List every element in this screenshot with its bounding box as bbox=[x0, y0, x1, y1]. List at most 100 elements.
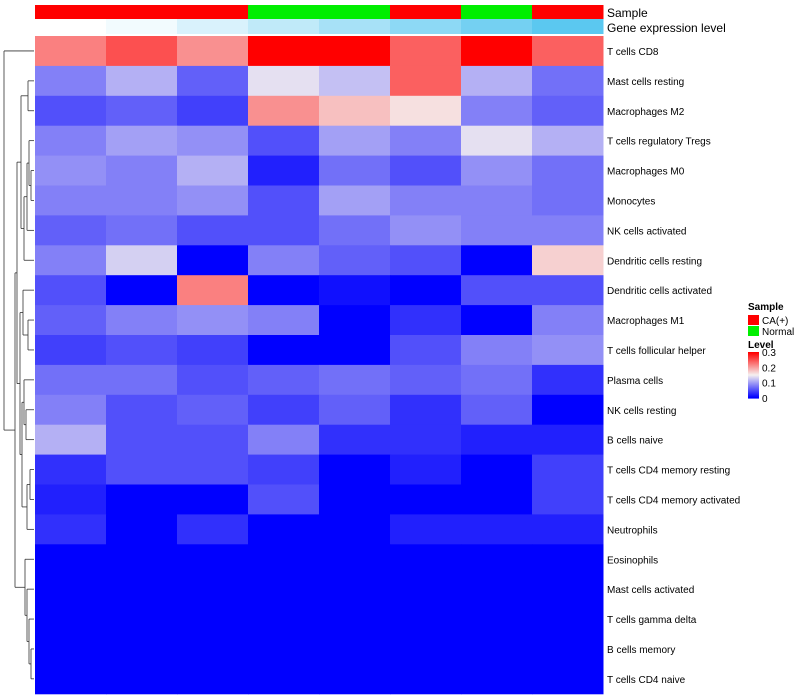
legend-gradient-step bbox=[748, 369, 759, 371]
heatmap-cell bbox=[248, 155, 320, 186]
legend-level-tick: 0 bbox=[762, 394, 768, 405]
heatmap-cell bbox=[390, 424, 462, 456]
heatmap-cell bbox=[35, 663, 107, 695]
heatmap-cell bbox=[319, 36, 391, 67]
heatmap-cell bbox=[319, 245, 391, 276]
heatmap-cell bbox=[319, 484, 391, 515]
heatmap-cell bbox=[35, 275, 107, 306]
heatmap-cell bbox=[532, 275, 604, 306]
heatmap-cell bbox=[461, 95, 533, 127]
heatmap-cell bbox=[35, 424, 107, 456]
heatmap-cell bbox=[177, 484, 249, 515]
heatmap-cell bbox=[319, 95, 391, 127]
row-label: B cells memory bbox=[607, 645, 675, 656]
heatmap-cell bbox=[390, 484, 462, 515]
heatmap-cell bbox=[319, 275, 391, 306]
heatmap-cell bbox=[248, 394, 320, 426]
legend-gradient-step bbox=[748, 372, 759, 374]
heatmap-cell bbox=[177, 125, 249, 157]
legend-gradient-step bbox=[748, 391, 759, 393]
heatmap-cell bbox=[106, 245, 178, 276]
legend-swatch bbox=[748, 326, 759, 336]
legend-gradient-step bbox=[748, 373, 759, 375]
legend-gradient-step bbox=[748, 392, 759, 394]
heatmap-cell bbox=[461, 275, 533, 306]
heatmap-cell bbox=[532, 155, 604, 186]
legend-level-tick: 0.3 bbox=[762, 348, 776, 359]
heatmap-cell bbox=[461, 125, 533, 157]
heatmap-cell bbox=[390, 663, 462, 695]
heatmap-cell bbox=[461, 394, 533, 426]
annotation-label: Gene expression level bbox=[607, 21, 726, 35]
heatmap-cell bbox=[106, 364, 178, 396]
heatmap-cell bbox=[106, 454, 178, 485]
legend-gradient-step bbox=[748, 359, 759, 361]
row-label: Monocytes bbox=[607, 196, 655, 207]
row-label: NK cells resting bbox=[607, 406, 676, 417]
heatmap-cell bbox=[319, 604, 391, 635]
heatmap-cell bbox=[248, 36, 320, 67]
row-labels: T cells CD8 Mast cells resting Macrophages… bbox=[607, 47, 740, 686]
heatmap-cell bbox=[390, 215, 462, 246]
heatmap-cell bbox=[248, 275, 320, 306]
heatmap-cell bbox=[35, 604, 107, 635]
heatmap-cell bbox=[461, 454, 533, 485]
legend-gradient-step bbox=[748, 354, 759, 356]
heatmap-cell bbox=[461, 245, 533, 276]
heatmap-cell bbox=[532, 36, 604, 67]
legend-level-tick: 0.1 bbox=[762, 379, 776, 390]
heatmap-cell bbox=[35, 454, 107, 485]
heatmap-cell bbox=[532, 574, 604, 605]
heatmap-cell bbox=[319, 305, 391, 336]
heatmap-cell bbox=[532, 484, 604, 515]
heatmap-cell bbox=[532, 604, 604, 635]
heatmap-cell bbox=[35, 125, 107, 157]
heatmap-cell bbox=[35, 364, 107, 396]
heatmap-cell bbox=[248, 484, 320, 515]
heatmap-cell bbox=[106, 574, 178, 605]
legend-gradient-step bbox=[748, 375, 759, 377]
heatmap-cell bbox=[177, 215, 249, 246]
heatmap-cell bbox=[177, 634, 249, 665]
heatmap-cell bbox=[248, 663, 320, 695]
legend-gradient-step bbox=[748, 378, 759, 380]
heatmap-cell bbox=[35, 574, 107, 605]
heatmap-cell bbox=[390, 604, 462, 635]
legend-gradient-step bbox=[748, 367, 759, 369]
row-label: Macrophages M0 bbox=[607, 167, 685, 178]
heatmap-cell bbox=[390, 335, 462, 366]
legend-gradient-step bbox=[748, 395, 759, 397]
legend-gradient-step bbox=[748, 370, 759, 372]
heatmap-cell bbox=[461, 424, 533, 456]
legend-gradient-step bbox=[748, 352, 759, 354]
heatmap-cell bbox=[390, 275, 462, 306]
heatmap-cell bbox=[461, 604, 533, 635]
annotation-cell bbox=[248, 19, 320, 34]
heatmap-cell bbox=[319, 364, 391, 396]
annotation-cell bbox=[106, 5, 178, 19]
annotation-cell bbox=[461, 5, 533, 19]
heatmap-cell bbox=[177, 155, 249, 186]
legend-gradient-step bbox=[748, 363, 759, 365]
heatmap-cell bbox=[319, 424, 391, 456]
heatmap-cell bbox=[106, 394, 178, 426]
heatmap-cell bbox=[532, 424, 604, 456]
heatmap-cell bbox=[461, 574, 533, 605]
heatmap-cell bbox=[390, 544, 462, 575]
heatmap-cell bbox=[177, 305, 249, 336]
heatmap-cell bbox=[319, 335, 391, 366]
heatmap-cell bbox=[248, 335, 320, 366]
heatmap-cell bbox=[319, 394, 391, 426]
heatmap-cell bbox=[248, 185, 320, 216]
heatmap-cell bbox=[35, 155, 107, 186]
heatmap-cell bbox=[177, 245, 249, 276]
legend-gradient-step bbox=[748, 394, 759, 396]
legend-gradient-step bbox=[748, 368, 759, 370]
heatmap-cell bbox=[248, 634, 320, 665]
heatmap-cell bbox=[319, 215, 391, 246]
heatmap-cell bbox=[390, 454, 462, 485]
heatmap-cell bbox=[177, 95, 249, 127]
legend-gradient-step bbox=[748, 385, 759, 387]
